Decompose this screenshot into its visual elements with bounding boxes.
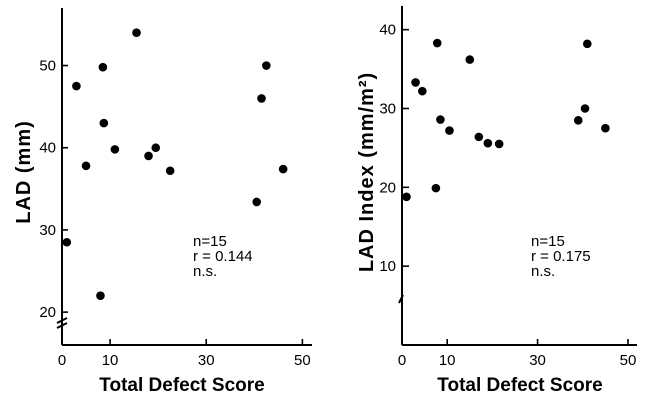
x-tick-label: 30 <box>198 352 215 369</box>
x-tick-label: 0 <box>58 352 66 369</box>
data-point <box>402 192 411 202</box>
y-tick-label: 30 <box>379 100 396 117</box>
data-point <box>132 28 141 37</box>
data-point <box>96 291 105 300</box>
data-point <box>432 38 442 48</box>
stat-annotation: r = 0.175 <box>531 248 591 265</box>
data-point <box>580 104 590 113</box>
data-point <box>252 197 262 207</box>
y-axis-label: LAD Index (mm/m²) <box>356 72 378 272</box>
data-point <box>110 145 120 154</box>
right-panel: 0 10 30 50 10 20 30 40 LAD Index (mm/m²) Total De… <box>356 6 637 396</box>
y-tick-label: 40 <box>39 140 56 157</box>
data-point <box>411 78 420 87</box>
x-axis-label: Total Defect Score <box>99 375 264 396</box>
data-point <box>62 237 72 247</box>
axis-break-mark <box>398 294 404 304</box>
x-tick-label: 50 <box>294 352 311 369</box>
data-point <box>601 123 610 133</box>
y-axis-label: LAD (mm) <box>13 120 35 224</box>
x-tick-label: 30 <box>529 352 546 369</box>
data-point <box>165 166 175 176</box>
data-point <box>474 132 484 142</box>
stat-annotation: n=15 <box>193 233 227 250</box>
left-panel: 0 10 30 50 20 30 40 50 LAD (mm) Total Defect Scor… <box>13 8 312 396</box>
stat-annotation: n.s. <box>531 263 555 280</box>
data-point <box>582 39 592 49</box>
data-point <box>81 161 91 171</box>
data-point <box>465 55 475 64</box>
stat-annotation: r = 0.144 <box>193 248 253 265</box>
data-point <box>418 86 427 96</box>
x-axis-label: Total Defect Score <box>437 375 602 396</box>
data-point <box>494 139 504 149</box>
x-tick-label: 10 <box>102 352 119 369</box>
axis-break-mark <box>56 317 68 329</box>
stat-annotation: n=15 <box>531 233 565 250</box>
y-tick-label: 30 <box>39 222 56 239</box>
data-point <box>98 62 108 72</box>
y-tick-label: 50 <box>39 58 56 75</box>
data-point <box>99 118 109 128</box>
data-point <box>144 151 153 161</box>
y-tick-label: 10 <box>379 258 396 275</box>
data-point <box>262 61 271 70</box>
data-point <box>573 116 583 125</box>
x-tick-label: 50 <box>620 352 637 369</box>
y-tick-label: 40 <box>379 22 396 39</box>
y-tick-label: 20 <box>39 304 56 321</box>
data-point <box>278 164 288 174</box>
data-point <box>436 115 445 124</box>
data-point <box>483 138 493 148</box>
x-tick-label: 10 <box>439 352 456 369</box>
stat-annotation: n.s. <box>193 263 217 280</box>
data-point <box>431 183 441 193</box>
data-point <box>257 94 266 103</box>
data-point <box>445 126 454 135</box>
y-tick-label: 20 <box>379 179 396 196</box>
x-tick-label: 0 <box>398 352 406 369</box>
data-point <box>72 81 81 91</box>
data-point <box>151 143 161 153</box>
